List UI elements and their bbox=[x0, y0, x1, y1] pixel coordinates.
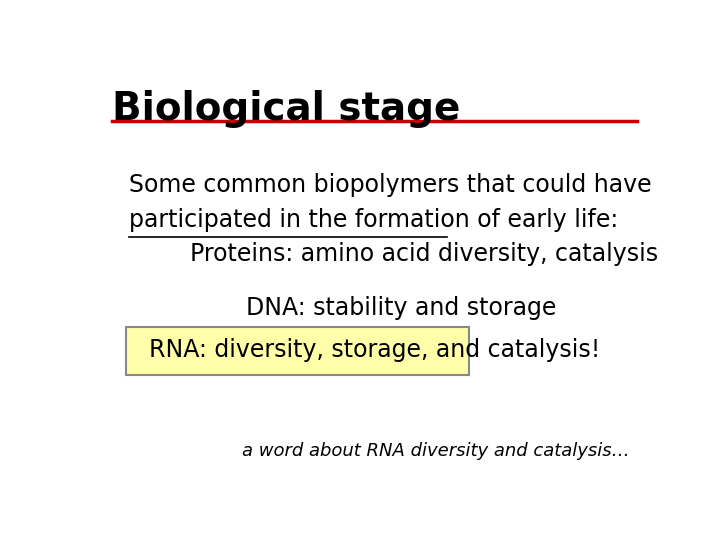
Text: a word about RNA diversity and catalysis…: a word about RNA diversity and catalysis… bbox=[242, 442, 630, 460]
Text: DNA: stability and storage: DNA: stability and storage bbox=[246, 295, 557, 320]
Text: RNA: diversity, storage, and catalysis!: RNA: diversity, storage, and catalysis! bbox=[148, 338, 600, 362]
Text: Proteins: amino acid diversity, catalysis: Proteins: amino acid diversity, catalysi… bbox=[190, 241, 659, 266]
Text: participated in the formation of early life:: participated in the formation of early l… bbox=[129, 208, 618, 232]
Text: Biological stage: Biological stage bbox=[112, 90, 461, 128]
Text: Some common biopolymers that could have: Some common biopolymers that could have bbox=[129, 173, 652, 197]
FancyBboxPatch shape bbox=[126, 327, 469, 375]
